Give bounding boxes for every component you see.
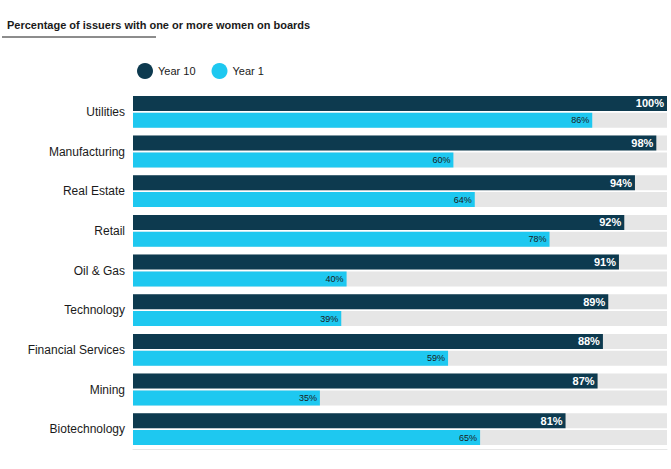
svg-text:94%: 94% [610, 177, 632, 189]
svg-text:Biotechnology: Biotechnology [50, 422, 125, 436]
svg-text:Retail: Retail [94, 224, 125, 238]
svg-text:35%: 35% [299, 393, 317, 403]
svg-text:98%: 98% [631, 137, 653, 149]
svg-text:Mining: Mining [90, 383, 125, 397]
svg-text:86%: 86% [571, 115, 589, 125]
svg-text:Year 1: Year 1 [233, 65, 264, 77]
svg-text:Utilities: Utilities [86, 105, 125, 119]
svg-text:40%: 40% [326, 274, 344, 284]
svg-text:88%: 88% [578, 335, 600, 347]
svg-text:87%: 87% [573, 375, 595, 387]
svg-text:91%: 91% [594, 256, 616, 268]
svg-text:39%: 39% [320, 314, 338, 324]
svg-text:Oil & Gas: Oil & Gas [74, 264, 125, 278]
svg-text:Financial Services: Financial Services [28, 343, 125, 357]
svg-text:59%: 59% [427, 353, 445, 363]
svg-text:60%: 60% [432, 155, 450, 165]
svg-text:100%: 100% [636, 97, 664, 109]
svg-text:64%: 64% [454, 195, 472, 205]
svg-text:89%: 89% [583, 296, 605, 308]
svg-text:Year 10: Year 10 [158, 65, 196, 77]
svg-text:Technology: Technology [64, 303, 125, 317]
svg-text:78%: 78% [529, 234, 547, 244]
svg-text:Manufacturing: Manufacturing [49, 145, 125, 159]
svg-text:92%: 92% [599, 216, 621, 228]
svg-text:Real Estate: Real Estate [63, 184, 125, 198]
svg-text:Percentage of issuers with one: Percentage of issuers with one or more w… [7, 19, 310, 31]
svg-text:81%: 81% [541, 415, 563, 427]
svg-text:65%: 65% [459, 433, 477, 443]
